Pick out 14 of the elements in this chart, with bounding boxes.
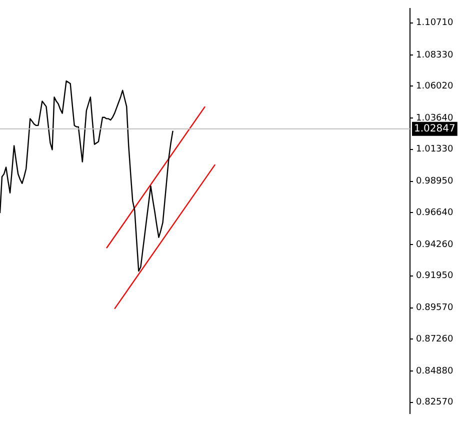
y-tick-label: 0.94260 bbox=[416, 240, 454, 250]
y-tick-label: 0.84880 bbox=[416, 366, 454, 376]
y-tick-label: 1.06020 bbox=[416, 81, 454, 92]
y-tick-label: 0.91950 bbox=[416, 271, 454, 282]
y-tick-label: 1.08330 bbox=[416, 50, 454, 60]
y-tick-label: 1.01330 bbox=[416, 144, 454, 155]
y-tick-label: 0.82570 bbox=[416, 398, 454, 408]
y-tick-label: 0.89570 bbox=[416, 303, 454, 314]
y-tick-label: 0.98950 bbox=[416, 176, 454, 187]
ref-line-label: 1.02847 bbox=[414, 123, 456, 134]
y-tick-label: 1.10710 bbox=[416, 18, 454, 28]
y-tick-label: 0.87260 bbox=[416, 334, 454, 344]
y-tick-label: 0.96640 bbox=[416, 208, 454, 218]
y-tick-label: 1.03640 bbox=[416, 114, 454, 124]
